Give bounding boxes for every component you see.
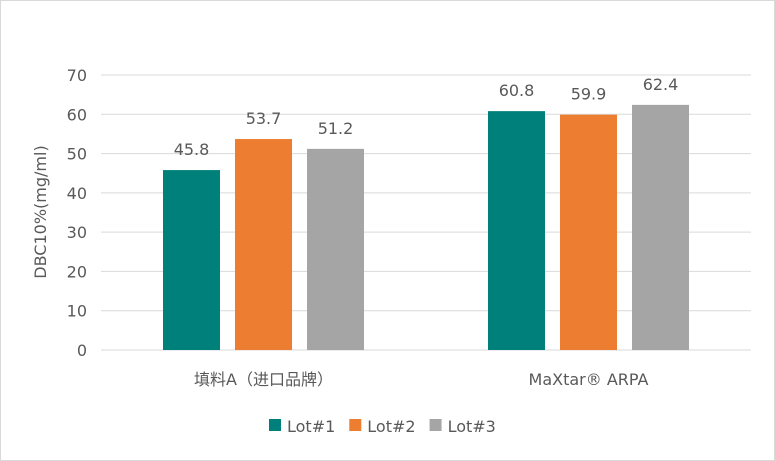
y-tick-label: 0	[77, 341, 87, 360]
legend-label: Lot#2	[367, 417, 415, 436]
y-tick-label: 70	[67, 66, 87, 85]
y-tick-label: 40	[67, 184, 87, 203]
data-label: 60.8	[499, 81, 535, 100]
bar-lot1	[488, 111, 545, 351]
legend-swatch	[269, 419, 281, 431]
legend-swatch	[349, 419, 362, 431]
y-tick-label: 30	[67, 223, 87, 242]
x-tick-label: 填料A（进口品牌）	[194, 370, 333, 389]
bar-lot2	[235, 139, 292, 350]
bar-lot1	[163, 170, 220, 350]
legend-swatch	[429, 419, 442, 431]
x-tick-label: MaXtar® ARPA	[529, 370, 649, 389]
legend-label: Lot#1	[287, 417, 335, 436]
y-tick-label: 20	[67, 262, 87, 281]
legend-label: Lot#3	[448, 417, 496, 436]
bar-lot3	[632, 104, 689, 350]
data-label: 51.2	[318, 119, 354, 138]
data-label: 53.7	[246, 109, 282, 128]
y-tick-label: 10	[67, 302, 87, 321]
bar-lot2	[560, 114, 617, 350]
y-tick-label: 50	[67, 145, 87, 164]
y-tick-label: 60	[67, 105, 87, 124]
bar-lot3	[307, 148, 364, 350]
data-label: 62.4	[643, 75, 679, 94]
data-label: 59.9	[571, 85, 607, 104]
data-label: 45.8	[174, 140, 210, 159]
y-axis-label: DBC10%(mg/ml)	[31, 145, 50, 278]
